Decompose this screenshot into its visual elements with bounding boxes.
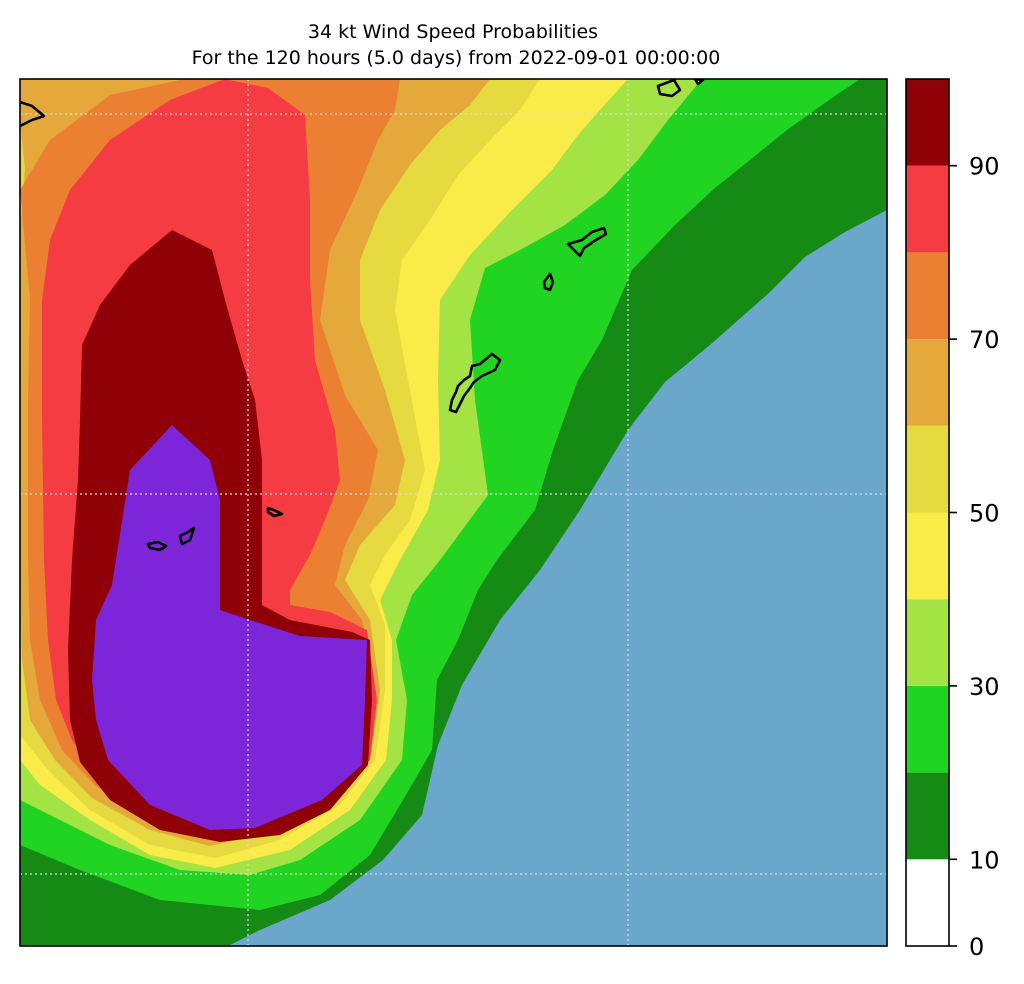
contour-band-90-100 [92, 425, 367, 830]
colorbar-tick-label: 90 [969, 153, 1000, 181]
island-north-small [542, 272, 555, 292]
colorbar-tick-label: 10 [969, 846, 1000, 874]
colorbar-band-10-20 [906, 772, 949, 860]
island-okinawa-like [448, 352, 502, 414]
colorbar-band-70-80 [906, 252, 949, 340]
colorbar-band-80-90 [906, 165, 949, 253]
island-northeast-chain [566, 226, 608, 258]
colorbar-tick-label: 0 [969, 933, 984, 961]
colorbar-band-20-30 [906, 685, 949, 773]
island-west-b [178, 526, 196, 546]
island-top-center [656, 79, 682, 98]
colorbar-tick-label: 70 [969, 326, 1000, 354]
title-line-1: 34 kt Wind Speed Probabilities [308, 21, 598, 43]
colorbar-ticks: 0 10 30 50 70 90 [949, 153, 1000, 961]
map-panel [20, 79, 887, 946]
colorbar-band-50-60 [906, 425, 949, 513]
colorbar-tick-label: 50 [969, 500, 1000, 528]
colorbar-band-60-70 [906, 339, 949, 426]
colorbar-band-30-40 [906, 599, 949, 686]
title-line-2: For the 120 hours (5.0 days) from 2022-0… [192, 47, 721, 69]
map-frame [19, 78, 888, 947]
colorbar-bands [906, 79, 949, 946]
colorbar: 0 10 30 50 70 90 [905, 78, 1000, 961]
colorbar-band-40-50 [906, 512, 949, 600]
island-center-small [266, 506, 284, 518]
island-west-a [146, 540, 168, 552]
colorbar-band-90-100 [906, 79, 949, 166]
colorbar-band-0-10 [906, 859, 949, 946]
island-top-left-edge [20, 100, 46, 128]
colorbar-tick-label: 30 [969, 673, 1000, 701]
